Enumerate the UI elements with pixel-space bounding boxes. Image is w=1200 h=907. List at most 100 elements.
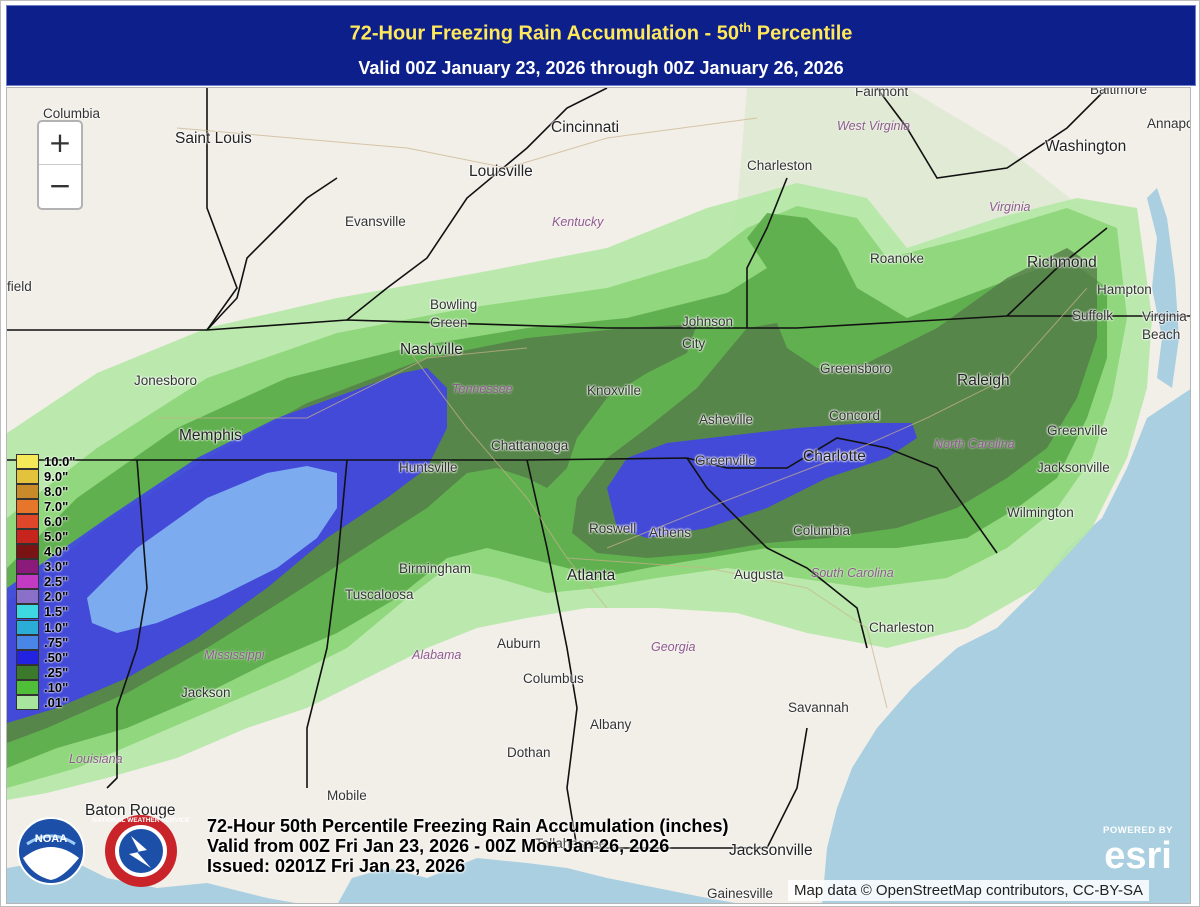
city-label: Annapo [1147, 116, 1191, 131]
legend-label: 3.0" [44, 559, 69, 575]
legend-row: 2.5" [16, 574, 111, 590]
legend-swatch [16, 499, 39, 515]
city-label: Virginia Beach [1142, 309, 1187, 342]
legend-row: 4.0" [16, 544, 111, 560]
map-title: 72-Hour Freezing Rain Accumulation - 50t… [7, 20, 1195, 46]
product-valid: Valid from 00Z Fri Jan 23, 2026 - 00Z Mo… [207, 836, 670, 856]
city-label: Raleigh [957, 372, 1010, 389]
legend-row: .10" [16, 679, 111, 695]
legend-row: 3.0" [16, 559, 111, 575]
city-label: Baton Rouge [85, 802, 176, 819]
legend-swatch [16, 559, 39, 575]
legend-swatch [16, 514, 39, 530]
legend-swatch [16, 694, 39, 710]
city-label: Tuscaloosa [345, 587, 414, 602]
city-label: Chattanooga [491, 438, 569, 453]
zoom-in-button[interactable]: + [39, 122, 81, 165]
city-label: Mobile [327, 788, 367, 803]
legend-row: 7.0" [16, 499, 111, 515]
legend-label: .25" [44, 664, 69, 680]
city-label: Louisville [469, 163, 533, 180]
legend-row: 6.0" [16, 514, 111, 530]
zoom-out-button[interactable]: − [48, 169, 72, 202]
city-label: Tallahassee [535, 836, 607, 851]
city-label: Saint Louis [175, 130, 252, 147]
agency-logos: NOAA NATIONAL WEATHER SERVICE [13, 806, 203, 901]
state-label: Alabama [412, 648, 462, 662]
state-label: Louisiana [69, 752, 123, 766]
city-label: Columbia [793, 523, 851, 538]
city-label: Nashville [400, 341, 463, 358]
city-label: Jacksonville [1037, 460, 1110, 475]
city-label: Greenville [695, 453, 756, 468]
city-label: Asheville [699, 412, 754, 427]
legend-row: .50" [16, 649, 111, 665]
legend-swatch [16, 604, 39, 620]
city-label: Hampton [1097, 282, 1152, 297]
legend-label: 8.0" [44, 484, 69, 500]
legend-row: 8.0" [16, 484, 111, 500]
city-label: Auburn [497, 636, 541, 651]
city-label: Evansville [345, 214, 406, 229]
city-label: Greenville [1047, 423, 1108, 438]
city-label: Atlanta [567, 567, 616, 584]
city-label: Concord [829, 408, 881, 423]
legend-swatch [16, 529, 39, 545]
city-label: Albany [590, 717, 632, 732]
city-label: Charlotte [803, 448, 866, 465]
city-label: Gainesville [707, 886, 774, 901]
city-label: Augusta [734, 567, 784, 582]
product-issued: Issued: 0201Z Fri Jan 23, 2026 [207, 856, 466, 876]
noaa-logo: NOAA [17, 817, 85, 885]
city-label: Columbus [523, 671, 584, 686]
basemap-and-accumulation-layer [7, 88, 1190, 903]
legend-row: 10.0" [16, 454, 111, 469]
legend-label: 1.0" [44, 619, 69, 635]
city-label: Columbia [43, 106, 101, 121]
legend-swatch [16, 544, 39, 560]
city-label: Roswell [589, 521, 637, 536]
nws-logo: NATIONAL WEATHER SERVICE [92, 815, 190, 887]
map-attribution[interactable]: Map data © OpenStreetMap contributors, C… [788, 880, 1149, 901]
legend-label: 5.0" [44, 529, 69, 545]
legend-label: 9.0" [44, 469, 69, 485]
map-title-superscript: th [738, 20, 752, 35]
city-label: Richmond [1027, 254, 1097, 271]
legend-swatch [16, 634, 39, 650]
legend-swatch [16, 469, 39, 485]
atlantic-ocean [822, 389, 1190, 903]
legend: 10.0" 9.0" 8.0" 7.0" 6.0" 5.0" 4.0" 3.0" 2.5" 2.0… [16, 454, 111, 710]
legend-row: .75" [16, 634, 111, 650]
state-label: Georgia [651, 640, 696, 654]
city-label: Bowling Green [430, 297, 478, 330]
legend-swatch [16, 619, 39, 635]
esri-powered-by: POWERED BY [1103, 825, 1173, 836]
legend-label: 4.0" [44, 544, 69, 560]
city-label: Wilmington [1007, 505, 1074, 520]
contour-100-inch [87, 466, 337, 633]
map-view[interactable]: Columbia Saint Louis Cincinnati Fairmont… [6, 87, 1191, 904]
legend-row: 9.0" [16, 469, 111, 485]
city-label: Cincinnati [551, 119, 620, 136]
city-label: Athens [649, 525, 692, 540]
city-label: Knoxville [587, 383, 642, 398]
nws-logo-text: NATIONAL WEATHER SERVICE [92, 817, 190, 824]
state-label: North Carolina [934, 437, 1015, 451]
gulf-of-mexico [338, 858, 736, 903]
legend-swatch [16, 589, 39, 605]
city-label: Memphis [179, 427, 242, 444]
map-title-tail: Percentile [751, 22, 853, 45]
city-label: Birmingham [399, 561, 472, 576]
esri-wordmark: esri [1104, 835, 1172, 877]
city-label: Jonesboro [134, 373, 198, 388]
state-label: West Virginia [837, 119, 911, 133]
legend-swatch [16, 454, 39, 469]
legend-row: .01" [16, 694, 111, 710]
city-label: Jacksonville [729, 842, 813, 859]
state-label: Kentucky [552, 215, 604, 229]
contour-075-inch-east [607, 423, 917, 538]
legend-row: 2.0" [16, 589, 111, 605]
chesapeake-bay [1147, 188, 1179, 388]
legend-label: 2.0" [44, 589, 69, 605]
city-label: Huntsville [399, 460, 458, 475]
